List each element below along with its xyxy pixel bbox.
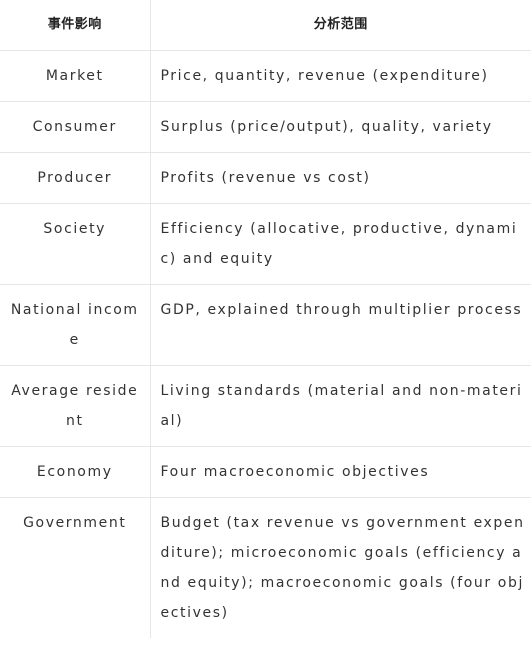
scope-cell: Budget (tax revenue vs government expend… — [160, 515, 525, 621]
scope-cell: Profits (revenue vs cost) — [150, 152, 531, 204]
scope-cell: Living standards (material and non-mater… — [150, 365, 531, 447]
impact-cell: National income — [0, 284, 151, 366]
impact-cell: Average resident — [0, 365, 151, 447]
scope-cell: Efficiency (allocative, productive, dyna… — [150, 203, 531, 285]
table-row: Economy Four macroeconomic objectives — [0, 446, 531, 498]
impact-cell: Producer — [0, 152, 151, 204]
table-row: Society Efficiency (allocative, producti… — [0, 203, 531, 285]
scope-cell: GDP, explained through multiplier proces… — [150, 284, 531, 366]
scope-cell: Four macroeconomic objectives — [150, 446, 531, 498]
table-row: Producer Profits (revenue vs cost) — [0, 152, 531, 204]
impact-cell: Economy — [0, 446, 151, 498]
table-row: National income GDP, explained through m… — [0, 284, 531, 366]
table-row: Market Price, quantity, revenue (expendi… — [0, 50, 531, 102]
table-row: Average resident Living standards (mater… — [0, 365, 531, 447]
scope-cell: Surplus (price/output), quality, variety — [150, 101, 531, 153]
table-header-row: 事件影响 分析范围 — [0, 0, 531, 51]
impact-cell: Consumer — [0, 101, 151, 153]
impact-cell: Government — [0, 497, 151, 638]
column-header-impact: 事件影响 — [0, 0, 151, 51]
impact-cell: Market — [0, 50, 151, 102]
impact-cell: Society — [0, 203, 151, 285]
table-row: Government Budget (tax revenue vs govern… — [0, 497, 531, 638]
scope-cell: Price, quantity, revenue (expenditure) — [150, 50, 531, 102]
column-header-scope: 分析范围 — [150, 0, 531, 51]
table-row: Consumer Surplus (price/output), quality… — [0, 101, 531, 153]
